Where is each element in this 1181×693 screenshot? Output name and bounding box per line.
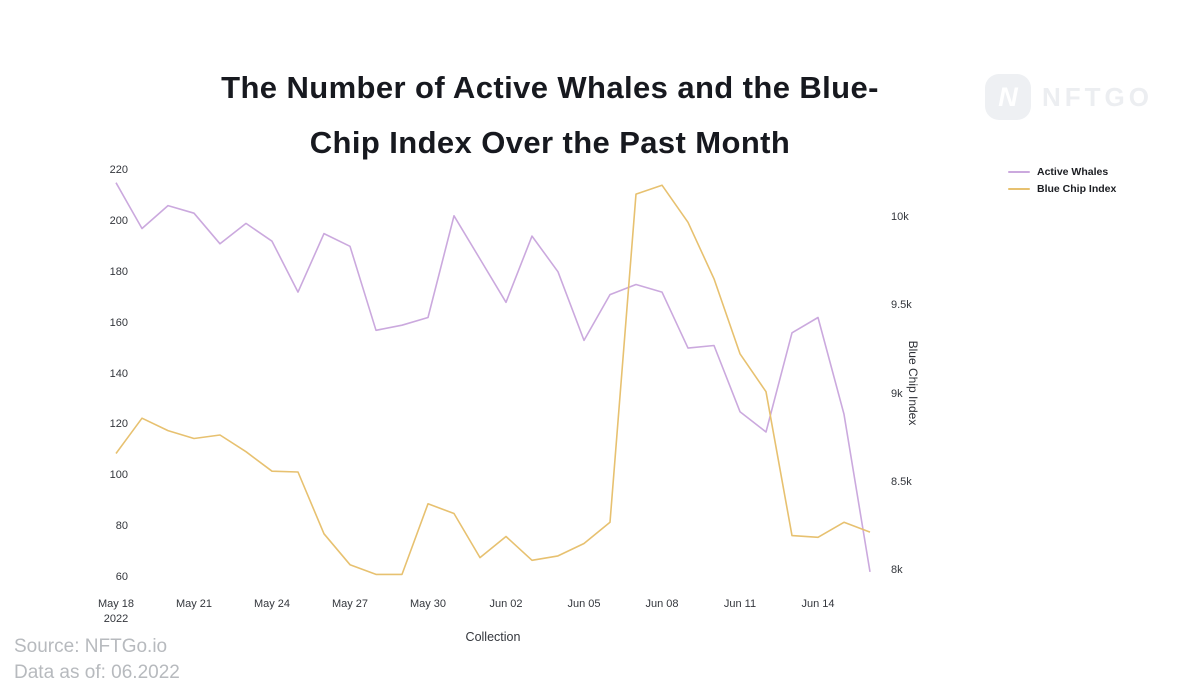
legend-entry-blue-chip-index[interactable]: Blue Chip Index (1008, 180, 1116, 197)
right-y-tick-label: 10k (891, 211, 909, 223)
legend-swatch-active-whales (1008, 170, 1030, 173)
left-y-tick-label: 120 (109, 418, 128, 431)
x-tick-label: May 21 (175, 598, 213, 610)
nftgo-logo-letter: N (998, 81, 1018, 112)
x-tick-label: Jun 02 (489, 598, 523, 610)
x-tick-label: Jun 08 (645, 598, 679, 610)
legend-swatch-blue-chip-index (1008, 187, 1030, 190)
legend-label-blue-chip-index: Blue Chip Index (1037, 182, 1117, 195)
legend: Active Whales Blue Chip Index (1008, 163, 1116, 197)
nftgo-logo-text: NFTGO (1042, 81, 1153, 112)
legend-label-active-whales: Active Whales (1037, 165, 1109, 178)
left-y-tick-label: 180 (109, 265, 128, 278)
left-y-tick-label: 200 (109, 214, 128, 227)
nftgo-logo-icon: N (985, 74, 1031, 120)
nftgo-logo: N NFTGO (985, 74, 1153, 120)
left-y-tick-label: 80 (115, 520, 128, 533)
x-axis-title: Collection (465, 630, 521, 644)
right-y-tick-label: 9.5k (891, 299, 912, 312)
legend-entry-active-whales[interactable]: Active Whales (1008, 163, 1116, 180)
x-tick-label: May 24 (253, 598, 291, 610)
x-tick-label: Jun 14 (801, 598, 835, 610)
chart-title: The Number of Active Whales and the Blue… (110, 60, 990, 170)
right-y-tick-label: 9k (891, 387, 903, 400)
data-as-of-note: Data as of: 06.2022 (14, 662, 180, 683)
chart-title-line-2: Chip Index Over the Past Month (309, 125, 791, 160)
left-y-tick-label: 100 (109, 469, 128, 482)
x-tick-label: May 18 2022 (97, 598, 135, 625)
left-y-tick-label: 160 (109, 316, 128, 329)
x-tick-label: Jun 05 (567, 598, 601, 610)
source-note: Source: NFTGo.io (14, 636, 168, 657)
series-line-blue-chip-index (115, 184, 871, 576)
left-y-tick-label: 140 (109, 367, 128, 380)
left-y-tick-label: 60 (115, 571, 128, 583)
left-y-tick-label: 220 (109, 164, 128, 176)
x-tick-label: May 30 (409, 598, 447, 610)
right-y-tick-label: 8k (891, 564, 903, 576)
x-tick-label: May 27 (331, 598, 369, 610)
x-tick-label: Jun 11 (723, 598, 757, 610)
series-line-active-whales (115, 182, 871, 573)
chart-title-line-1: The Number of Active Whales and the Blue… (221, 70, 879, 105)
right-y-axis-title: Blue Chip Index (906, 340, 920, 426)
right-y-tick-label: 8.5k (891, 475, 912, 488)
